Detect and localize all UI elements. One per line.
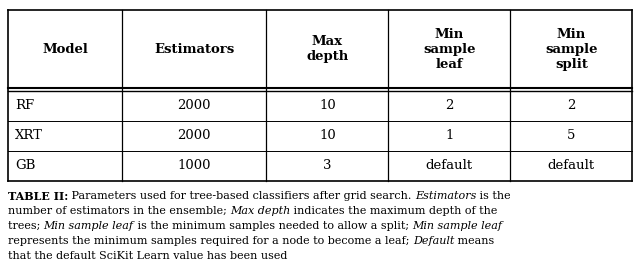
Text: trees;: trees; — [8, 221, 44, 231]
Text: is the: is the — [476, 191, 511, 201]
Text: 5: 5 — [567, 129, 575, 142]
Text: RF: RF — [15, 100, 35, 112]
Text: Min
sample
split: Min sample split — [545, 28, 598, 71]
Text: 2: 2 — [567, 100, 575, 112]
Text: Min sample leaf: Min sample leaf — [412, 221, 502, 231]
Text: 1000: 1000 — [177, 159, 211, 172]
Text: 3: 3 — [323, 159, 332, 172]
Text: 1: 1 — [445, 129, 454, 142]
Text: Min
sample
leaf: Min sample leaf — [423, 28, 476, 71]
Text: default: default — [426, 159, 473, 172]
Text: default: default — [548, 159, 595, 172]
Text: XRT: XRT — [15, 129, 44, 142]
Text: that the default SciKit Learn value has been used: that the default SciKit Learn value has … — [8, 251, 287, 260]
Text: 2: 2 — [445, 100, 454, 112]
Text: Estimators: Estimators — [415, 191, 476, 201]
Text: Min sample leaf: Min sample leaf — [44, 221, 134, 231]
Text: indicates the maximum depth of the: indicates the maximum depth of the — [291, 206, 498, 216]
Text: 10: 10 — [319, 129, 336, 142]
Text: represents the minimum samples required for a node to become a leaf;: represents the minimum samples required … — [8, 236, 413, 246]
Text: TABLE II:: TABLE II: — [8, 191, 68, 202]
Text: GB: GB — [15, 159, 36, 172]
Text: Default: Default — [413, 236, 454, 246]
Text: Estimators: Estimators — [154, 43, 234, 56]
Text: Model: Model — [42, 43, 88, 56]
Text: Max
depth: Max depth — [307, 35, 349, 63]
Text: 10: 10 — [319, 100, 336, 112]
Text: Parameters used for tree-based classifiers after grid search.: Parameters used for tree-based classifie… — [68, 191, 415, 201]
Text: means: means — [454, 236, 494, 246]
Text: is the minimum samples needed to allow a split;: is the minimum samples needed to allow a… — [134, 221, 412, 231]
Text: Max depth: Max depth — [230, 206, 291, 216]
Text: number of estimators in the ensemble;: number of estimators in the ensemble; — [8, 206, 230, 216]
Text: 2000: 2000 — [177, 100, 211, 112]
Text: 2000: 2000 — [177, 129, 211, 142]
